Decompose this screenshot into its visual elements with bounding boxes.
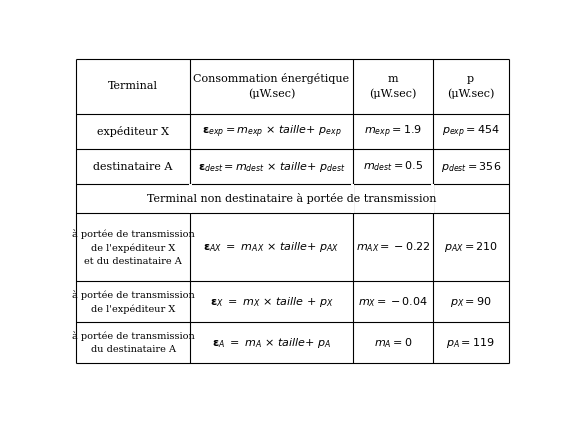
Text: $m_{X}$$=-0.04$: $m_{X}$$=-0.04$	[358, 295, 428, 309]
Text: $\mathbf{\varepsilon}$$_{AX}$ $=$ $m_{AX}$ $\times$ $\mathit{taille}$+ $p_{AX}$: $\mathbf{\varepsilon}$$_{AX}$ $=$ $m_{AX…	[203, 240, 340, 254]
Text: $m_{AX}$$=-0.22$: $m_{AX}$$=-0.22$	[356, 240, 430, 254]
Text: $m_{exp}$$=1.9$: $m_{exp}$$=1.9$	[364, 123, 422, 140]
Bar	[431, 184, 434, 213]
Text: $p_{dest}$$=356$: $p_{dest}$$=356$	[441, 160, 501, 173]
Bar	[352, 184, 354, 213]
Text: $p_{A}$$=119$: $p_{A}$$=119$	[446, 336, 495, 350]
Text: p
(μW.sec): p (μW.sec)	[447, 74, 494, 99]
Text: destinataire A: destinataire A	[93, 162, 173, 171]
Text: expéditeur X: expéditeur X	[97, 126, 169, 137]
Text: $p_{exp}$$=454$: $p_{exp}$$=454$	[442, 123, 500, 140]
Text: Terminal: Terminal	[108, 81, 158, 91]
Text: Terminal non destinataire à portée de transmission: Terminal non destinataire à portée de tr…	[148, 193, 437, 204]
Text: $p_{X}$$=90$: $p_{X}$$=90$	[450, 295, 491, 309]
Text: $\mathbf{\varepsilon}$$_{exp}$$=$$m_{exp}$ $\times$ $\mathit{taille}$+ $p_{exp}$: $\mathbf{\varepsilon}$$_{exp}$$=$$m_{exp…	[202, 123, 341, 140]
Text: à portée de transmission
du destinataire A: à portée de transmission du destinataire…	[72, 331, 194, 354]
Text: $\mathbf{\varepsilon}$$_{A}$ $=$ $m_{A}$ $\times$ $\mathit{taille}$+ $p_{A}$: $\mathbf{\varepsilon}$$_{A}$ $=$ $m_{A}$…	[212, 336, 331, 350]
Text: à portée de transmission
de l'expéditeur X
et du destinataire A: à portée de transmission de l'expéditeur…	[72, 229, 194, 266]
Text: Consommation énergétique
(μW.sec): Consommation énergétique (μW.sec)	[193, 73, 349, 99]
Bar	[189, 184, 192, 213]
Text: $\mathbf{\varepsilon}$$_{dest}$$=$$m_{dest}$ $\times$ $\mathit{taille}$+ $p_{des: $\mathbf{\varepsilon}$$_{dest}$$=$$m_{de…	[198, 160, 345, 173]
Text: $\mathbf{\varepsilon}$$_{X}$ $=$ $m_{X}$ $\times$ $\mathit{taille}$ + $p_{X}$: $\mathbf{\varepsilon}$$_{X}$ $=$ $m_{X}$…	[210, 295, 333, 309]
Text: $m_{A}$$=0$: $m_{A}$$=0$	[373, 336, 412, 350]
Text: à portée de transmission
de l'expéditeur X: à portée de transmission de l'expéditeur…	[72, 290, 194, 314]
Text: $p_{AX}$$=210$: $p_{AX}$$=210$	[443, 240, 498, 254]
Text: m
(μW.sec): m (μW.sec)	[369, 74, 417, 99]
Text: $m_{dest}$$=0.5$: $m_{dest}$$=0.5$	[363, 160, 423, 173]
